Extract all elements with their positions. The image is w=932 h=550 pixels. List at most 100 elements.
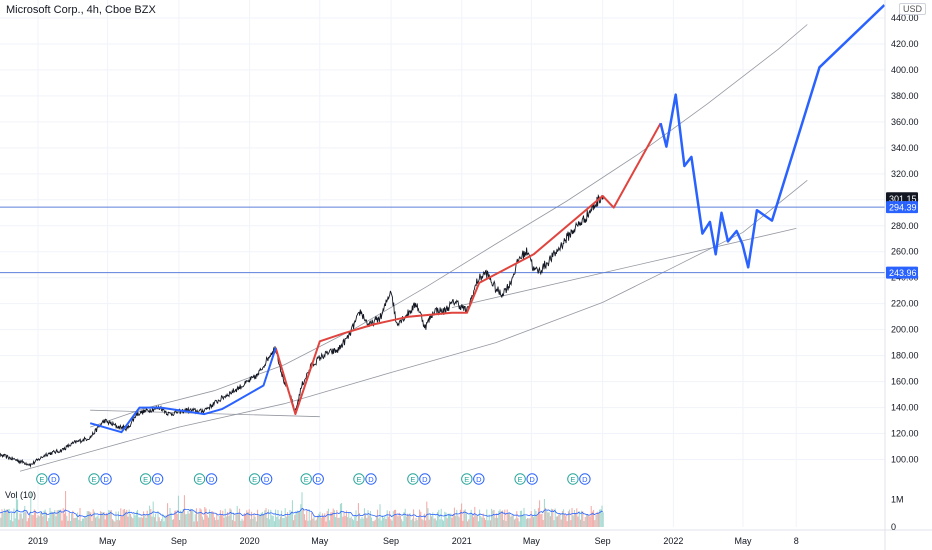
volume-bar [31,514,33,527]
volume-bar [476,516,478,527]
earnings-marker-icon[interactable] [353,473,365,485]
volume-bar [110,510,112,527]
volume-bar [569,509,571,527]
volume-bar [199,508,201,527]
volume-bar [487,520,489,527]
volume-bar [583,521,585,527]
y-tick-label: 440.00 [891,13,919,23]
volume-bar [195,508,197,527]
volume-bar [243,513,245,527]
volume-bar [173,519,175,527]
volume-bar [410,520,412,527]
volume-bar [582,511,584,527]
volume-bar [552,509,554,527]
dividend-marker-icon[interactable] [526,473,538,485]
volume-bar [96,516,98,527]
volume-bar [254,516,256,527]
volume-bar [572,515,574,527]
volume-bar [86,511,88,527]
trend-guide-lines [19,24,808,472]
volume-bar [129,513,131,527]
earnings-marker-icon[interactable] [139,473,152,485]
earnings-marker-icon[interactable] [248,473,261,485]
volume-bar [374,519,376,527]
volume-bar [77,512,79,527]
volume-bar [159,521,161,527]
volume-bar [313,516,315,527]
volume-bar [591,511,593,527]
dividend-marker-icon[interactable] [260,473,273,485]
volume-bar [559,513,561,527]
volume-bar [282,518,284,527]
volume-bar [555,516,557,527]
earnings-marker-icon[interactable] [300,473,312,485]
volume-bar [80,521,82,527]
y-tick-label: 320.00 [891,169,919,179]
earnings-marker-icon[interactable] [193,473,206,485]
volume-bar [275,509,277,527]
dividend-marker-icon[interactable] [48,473,60,485]
volume-bar [29,515,31,527]
volume-bar [32,515,34,527]
volume-bar [179,520,181,527]
volume-bar [69,520,71,527]
volume-bar [563,509,565,527]
volume-bar [579,519,581,527]
volume-bar [41,512,43,527]
volume-bar [203,519,205,527]
y-tick-label: 380.00 [891,91,919,101]
earnings-marker-icon[interactable] [36,473,48,485]
dividend-marker-icon[interactable] [473,473,485,485]
volume-bar [85,517,87,527]
volume-bar [336,510,338,527]
volume-bar [247,512,249,527]
volume-bar [155,513,157,527]
volume-bar [213,517,215,527]
volume-bar [63,513,65,527]
dividend-marker-icon[interactable] [205,473,218,485]
dividend-marker-icon[interactable] [151,473,164,485]
volume-bar [557,516,559,527]
earnings-marker-icon[interactable] [514,473,526,485]
dividend-marker-icon[interactable] [579,473,591,485]
volume-bar [11,513,13,527]
volume-bar [456,509,458,527]
volume-bar [393,509,395,527]
volume-bar [362,518,364,527]
volume-bar [587,514,589,527]
volume-bar [329,520,331,527]
volume-bar [222,510,224,527]
volume-bar [309,520,311,527]
volume-bar [0,517,2,527]
currency-button[interactable]: USD [898,3,926,15]
volume-bar [499,509,501,527]
volume-bar [531,515,533,527]
volume-bar [565,515,567,527]
dividend-marker-icon[interactable] [100,473,112,485]
event-markers[interactable]: EDEDEDEDEDEDEDEDEDEDEDED [0,473,591,485]
volume-bar [43,510,45,527]
volume-bar [416,520,418,527]
volume-bar [433,518,435,527]
volume-bar [123,509,125,527]
volume-bar [144,514,146,527]
volume-bar [432,512,434,527]
dividend-marker-icon[interactable] [312,473,324,485]
earnings-marker-icon[interactable] [567,473,579,485]
volume-bar [163,521,165,527]
volume-bar [145,517,147,527]
dividend-marker-icon[interactable] [419,473,431,485]
x-tick-label: May [99,536,117,546]
earnings-marker-icon[interactable] [88,473,100,485]
dividend-marker-icon[interactable] [365,473,377,485]
y-tick-label: 420.00 [891,39,919,49]
earnings-marker-icon[interactable] [407,473,419,485]
volume-bar [81,518,83,527]
volume-bar [437,511,439,527]
volume-bar [529,518,531,527]
earnings-marker-icon[interactable] [461,473,473,485]
x-tick-label: Sep [171,536,187,546]
volume-bar [366,518,368,527]
volume-bar [368,515,370,527]
